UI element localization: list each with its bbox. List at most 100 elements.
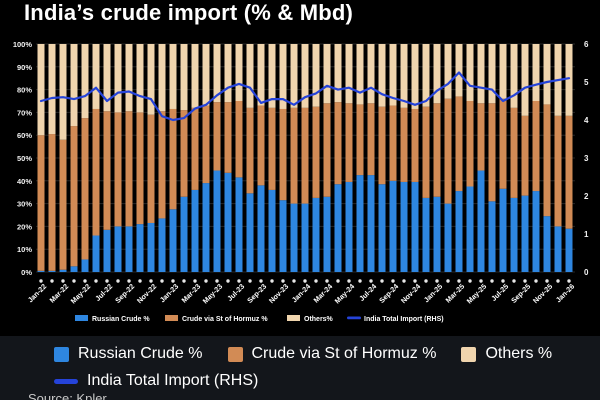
x-axis-tick-label: Nov-22 [135,282,158,305]
bar-segment [114,112,122,227]
x-tick-dot [303,279,307,283]
x-tick-dot [501,279,505,283]
bar-segment [367,103,375,176]
x-axis-tick-label: Nov-25 [531,282,554,305]
x-axis-tick-label: Sep-25 [509,282,532,305]
right-axis-tick-label: 6 [584,40,589,49]
x-axis-tick-label: May-23 [201,282,225,306]
left-axis-tick-label: 40% [17,177,32,186]
bar-segment [334,184,342,272]
x-tick-dot [523,279,527,283]
bar-segment [235,177,243,272]
bar-segment [279,44,287,109]
bar-segment [169,108,177,210]
bar-segment [180,110,188,197]
x-tick-dot [413,279,417,283]
bar-segment [180,44,188,111]
bar-segment [37,135,45,271]
bar-segment [323,196,331,272]
bar-segment [510,44,518,108]
x-axis-tick-label: Jan-24 [290,282,312,304]
left-axis-tick-label: 70% [17,108,32,117]
x-axis-tick-label: May-24 [333,282,357,306]
left-axis-tick-label: 50% [17,154,32,163]
bar-segment [158,218,166,272]
x-tick-dot [468,279,472,283]
x-tick-dot [446,279,450,283]
bar-segment [48,44,56,135]
legend-row-2: India Total Import (RHS) [54,372,283,390]
bar-segment [70,266,78,272]
bar-segment [202,105,210,184]
mini-legend-line-swatch-icon [347,316,361,320]
legend-row-1: Russian Crude % Crude via St of Hormuz %… [54,345,577,363]
bar-segment [499,98,507,189]
bar-segment [543,104,551,217]
x-axis-tick-label: Mar-24 [311,282,334,305]
x-tick-dot [292,279,296,283]
bar-segment [488,103,496,202]
bar-segment [510,197,518,272]
bar-segment [136,224,144,272]
source-caption: Source: Kpler [28,391,107,400]
bar-segment [125,111,133,227]
russian-crude-swatch-icon [54,346,69,362]
left-axis-tick-label: 60% [17,131,32,140]
legend-label: Others % [485,345,553,362]
bar-segment [499,44,507,99]
mini-legend-swatch-icon [287,315,300,321]
x-tick-dot [347,279,351,283]
bar-segment [411,44,419,109]
legend-item-hormuz-crude: Crude via St of Hormuz % [227,345,436,363]
bar-segment [433,44,441,104]
bar-segment [455,96,463,192]
x-tick-dot [479,279,483,283]
x-axis-tick-label: Jan-25 [422,282,444,304]
x-axis-tick-label: Nov-24 [399,282,422,305]
right-axis-tick-label: 2 [584,192,589,201]
bar-segment [103,111,111,230]
bar-segment [92,108,100,236]
x-tick-dot [83,279,87,283]
bar-segment [345,181,353,272]
bar-segment [114,226,122,272]
bar-segment [521,44,529,116]
bar-segment [367,175,375,272]
bar-segment [521,195,529,272]
bar-segment [147,114,155,223]
bar-segment [422,197,430,272]
bar-segment [103,44,111,112]
bar-segment [246,193,254,272]
right-axis-tick-label: 1 [584,230,589,239]
bar-segment [235,44,243,101]
bar-segment [312,106,320,198]
right-axis-tick-label: 5 [584,78,589,87]
x-tick-dot [336,279,340,283]
x-tick-dot [314,279,318,283]
bar-segment [444,44,452,99]
bar-segment [257,105,265,186]
x-axis-tick-label: May-25 [465,282,489,306]
bar-segment [169,209,177,272]
x-tick-dot [567,279,571,283]
x-tick-dot [325,279,329,283]
bar-segment [257,44,265,106]
bar-segment [444,203,452,272]
bar-segment [169,44,177,109]
bar-segment [477,170,485,272]
x-tick-dot [138,279,142,283]
bar-segment [224,44,232,103]
bar-segment [158,44,166,112]
bar-segment [125,226,133,272]
bar-segment [125,44,133,112]
bar-segment [59,44,67,140]
bar-segment [356,44,364,105]
bar-segment [521,115,529,196]
bar-segment [70,126,78,267]
x-tick-dot [248,279,252,283]
bar-segment [257,185,265,272]
bar-segment [312,197,320,272]
bar-segment [70,44,78,127]
bar-segment [114,44,122,113]
